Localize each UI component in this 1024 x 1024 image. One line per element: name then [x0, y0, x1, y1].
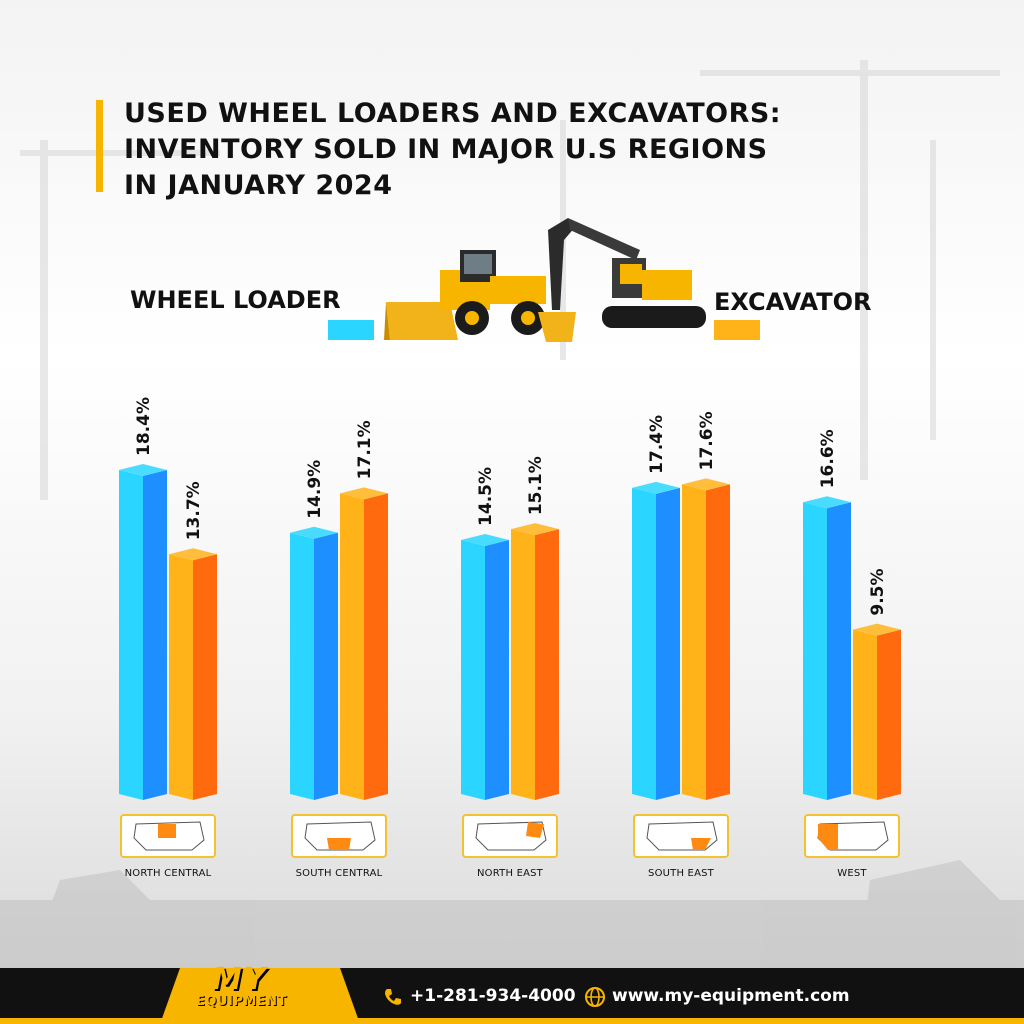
region-label-south-central: SOUTH CENTRAL: [295, 868, 383, 879]
bar-top: [461, 533, 509, 546]
region-map-north-east: [462, 814, 558, 858]
bar-top: [511, 523, 559, 536]
bar-top: [169, 548, 217, 561]
bar-face-dark: [877, 629, 901, 800]
bar-face-dark: [706, 484, 730, 800]
bar-face-light: [119, 470, 143, 800]
bar-south-east-wheel-loader: [632, 481, 680, 800]
bar-west-excavator: [853, 623, 901, 800]
data-label-north-central-excavator: 13.7%: [184, 481, 204, 540]
bar-face-dark: [314, 532, 338, 800]
bar-face-light: [803, 502, 827, 800]
bar-face-dark: [364, 493, 388, 800]
bar-top: [632, 481, 680, 494]
machinery-illustration: [384, 218, 706, 342]
footer-phone[interactable]: +1-281-934-4000: [410, 986, 576, 1006]
region-map-south-east: [633, 814, 729, 858]
bar-top: [803, 496, 851, 509]
bar-face-light: [290, 532, 314, 800]
globe-icon: [585, 987, 605, 1007]
bar-north-east-wheel-loader: [461, 533, 509, 800]
region-label-south-east: SOUTH EAST: [648, 868, 714, 879]
legend-wheel-loader-label: WHEEL LOADER: [130, 286, 341, 314]
region-map-west: [804, 814, 900, 858]
region-label-north-east: NORTH EAST: [477, 868, 543, 879]
data-label-north-central-wheel-loader: 18.4%: [134, 397, 154, 456]
bar-face-dark: [535, 529, 559, 800]
bar-west-wheel-loader: [803, 496, 851, 800]
data-label-west-wheel-loader: 16.6%: [818, 429, 838, 488]
data-label-south-central-excavator: 17.1%: [355, 420, 375, 479]
excavator-icon: [538, 218, 706, 342]
chart-title: USED WHEEL LOADERS AND EXCAVATORS: INVEN…: [124, 96, 944, 204]
title-line-2: INVENTORY SOLD IN MAJOR U.S REGIONS: [124, 134, 768, 165]
bar-face-dark: [143, 470, 167, 800]
bar-north-central-excavator: [169, 548, 217, 800]
wheel-loader-icon: [384, 250, 546, 340]
region-label-west: WEST: [837, 868, 867, 879]
logo-wordmark-bottom: EQUIPMENT: [196, 994, 287, 1009]
footer-website[interactable]: www.my-equipment.com: [612, 986, 850, 1006]
bar-top: [853, 623, 901, 636]
data-label-south-east-wheel-loader: 17.4%: [647, 415, 667, 474]
bar-face-light: [511, 529, 535, 800]
bar-face-light: [340, 493, 364, 800]
bar-north-central-wheel-loader: [119, 464, 167, 800]
bar-south-east-excavator: [682, 478, 730, 800]
title-line-1: USED WHEEL LOADERS AND EXCAVATORS:: [124, 98, 782, 129]
bar-top: [340, 487, 388, 500]
phone-icon: [385, 989, 401, 1005]
legend-wheel-loader-swatch: [328, 320, 374, 340]
region-map-north-central: [120, 814, 216, 858]
data-label-north-east-wheel-loader: 14.5%: [476, 467, 496, 526]
data-label-west-excavator: 9.5%: [868, 568, 888, 615]
bar-face-light: [632, 487, 656, 800]
bar-face-light: [682, 484, 706, 800]
region-map-south-central: [291, 814, 387, 858]
bar-face-light: [461, 539, 485, 800]
bar-top: [290, 526, 338, 539]
logo-wordmark-top: MY: [212, 962, 268, 997]
bar-face-light: [853, 629, 877, 800]
bar-face-dark: [656, 487, 680, 800]
footer-band: [0, 968, 1024, 1024]
title-line-3: IN JANUARY 2024: [124, 170, 393, 201]
bar-north-east-excavator: [511, 523, 559, 800]
legend-excavator-label: EXCAVATOR: [714, 288, 872, 316]
bar-south-central-excavator: [340, 487, 388, 800]
region-label-north-central: NORTH CENTRAL: [124, 868, 212, 879]
data-label-south-east-excavator: 17.6%: [697, 411, 717, 470]
title-accent-bar: [96, 100, 103, 192]
bar-face-dark: [193, 554, 217, 800]
data-label-south-central-wheel-loader: 14.9%: [305, 460, 325, 519]
legend-excavator-swatch: [714, 320, 760, 340]
bar-face-light: [169, 554, 193, 800]
bar-face-dark: [827, 502, 851, 800]
bar-top: [682, 478, 730, 491]
data-label-north-east-excavator: 15.1%: [526, 456, 546, 515]
bar-face-dark: [485, 539, 509, 800]
bar-south-central-wheel-loader: [290, 526, 338, 800]
bar-top: [119, 464, 167, 476]
